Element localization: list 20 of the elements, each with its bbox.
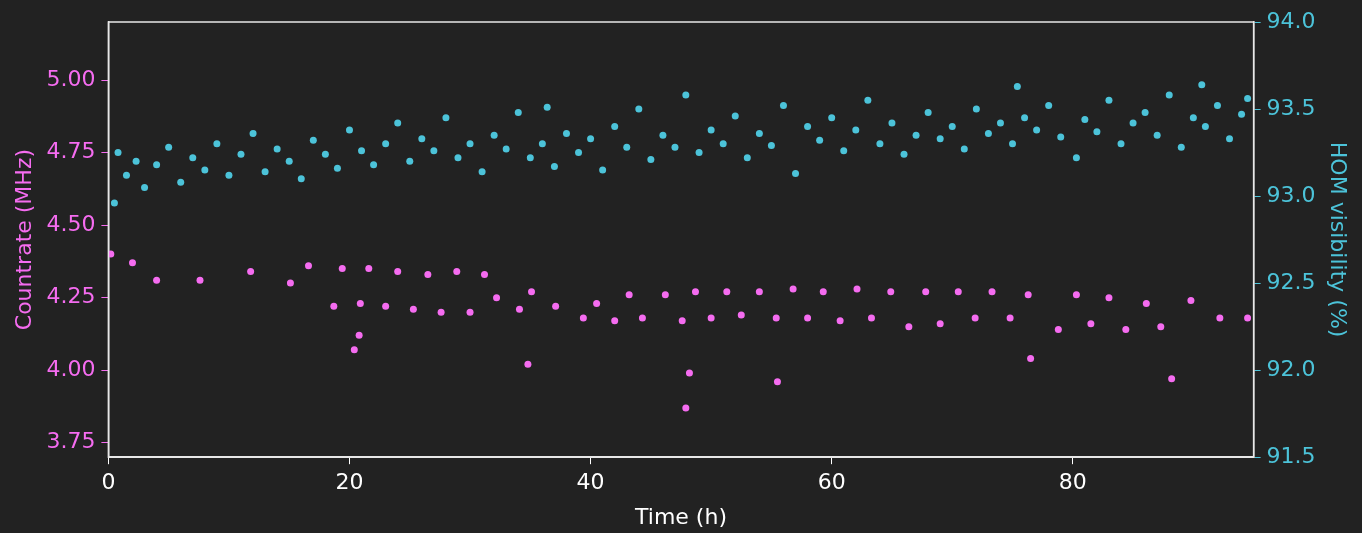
y-tick-label: 4.25: [46, 283, 96, 309]
x-tick-label: 40: [576, 469, 605, 495]
y2-tick-label: 93.0: [1266, 181, 1316, 207]
y2-axis-title: HOM visibility (%): [1326, 141, 1352, 338]
y-tick-label: 5.00: [46, 65, 96, 91]
x-tick-label: 20: [335, 469, 364, 495]
x-tick-label: 60: [817, 469, 846, 495]
y2-tick-label: 92.0: [1266, 355, 1316, 381]
x-axis-title: Time (h): [634, 503, 727, 529]
y-axis-title: Countrate (MHz): [10, 148, 36, 331]
y2-tick-label: 91.5: [1266, 442, 1316, 468]
y-tick-label: 4.50: [46, 210, 96, 236]
y-tick-label: 3.75: [46, 428, 96, 454]
y-tick-label: 4.75: [46, 138, 96, 164]
y-tick-label: 4.00: [46, 355, 96, 381]
y2-tick-label: 93.5: [1266, 94, 1316, 120]
x-tick-label: 0: [101, 469, 116, 495]
x-tick-label: 80: [1058, 469, 1087, 495]
y2-tick-label: 94.0: [1266, 7, 1316, 33]
y2-tick-label: 92.5: [1266, 268, 1316, 294]
